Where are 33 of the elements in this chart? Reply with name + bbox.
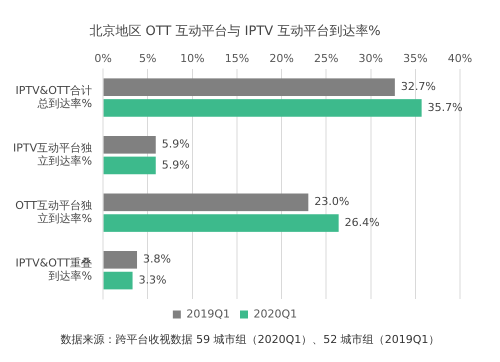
x-tick-label: 20%: [269, 52, 294, 66]
bar: [104, 214, 339, 232]
bar: [104, 194, 308, 212]
x-tick-label: 25%: [314, 52, 338, 66]
x-tick-label: 30%: [358, 52, 384, 66]
data-label: 5.9%: [162, 158, 190, 172]
bar: [104, 136, 156, 154]
x-tick-label: 40%: [448, 52, 472, 66]
chart-title: 北京地区 OTT 互动平台与 IPTV 互动平台到达率%: [89, 23, 381, 40]
y-tick-label: IPTV&OTT合计总到达率%: [16, 84, 92, 110]
legend-label: 2020Q1: [254, 307, 298, 320]
x-tick-label: 5%: [139, 52, 156, 66]
data-label: 35.7%: [428, 100, 463, 114]
data-label: 23.0%: [314, 195, 350, 208]
source-note: 数据来源：跨平台收视数据 59 城市组（2020Q1）、52 城市组（2019Q1）: [60, 332, 440, 347]
y-tick-label: IPTV互动平台独立到达率%: [12, 141, 92, 168]
data-label: 5.9%: [162, 138, 190, 151]
bar: [104, 251, 138, 269]
data-label: 3.3%: [138, 273, 167, 286]
y-tick-label: OTT互动平台独立到达率%: [15, 198, 92, 226]
bar: [104, 78, 395, 96]
data-label: 3.8%: [143, 252, 171, 266]
x-tick-label: 10%: [180, 52, 205, 66]
x-tick-label: 15%: [224, 52, 250, 66]
x-tick-label: 0%: [94, 52, 112, 66]
data-label: 32.7%: [400, 80, 436, 94]
legend-label: 2019Q1: [186, 307, 230, 320]
y-tick-label: IPTV&OTT重叠到达率%: [16, 256, 92, 283]
bar: [104, 272, 133, 290]
bar: [104, 156, 156, 174]
data-label: 26.4%: [344, 216, 380, 229]
x-tick-label: 35%: [403, 52, 428, 66]
bar: [104, 99, 422, 117]
